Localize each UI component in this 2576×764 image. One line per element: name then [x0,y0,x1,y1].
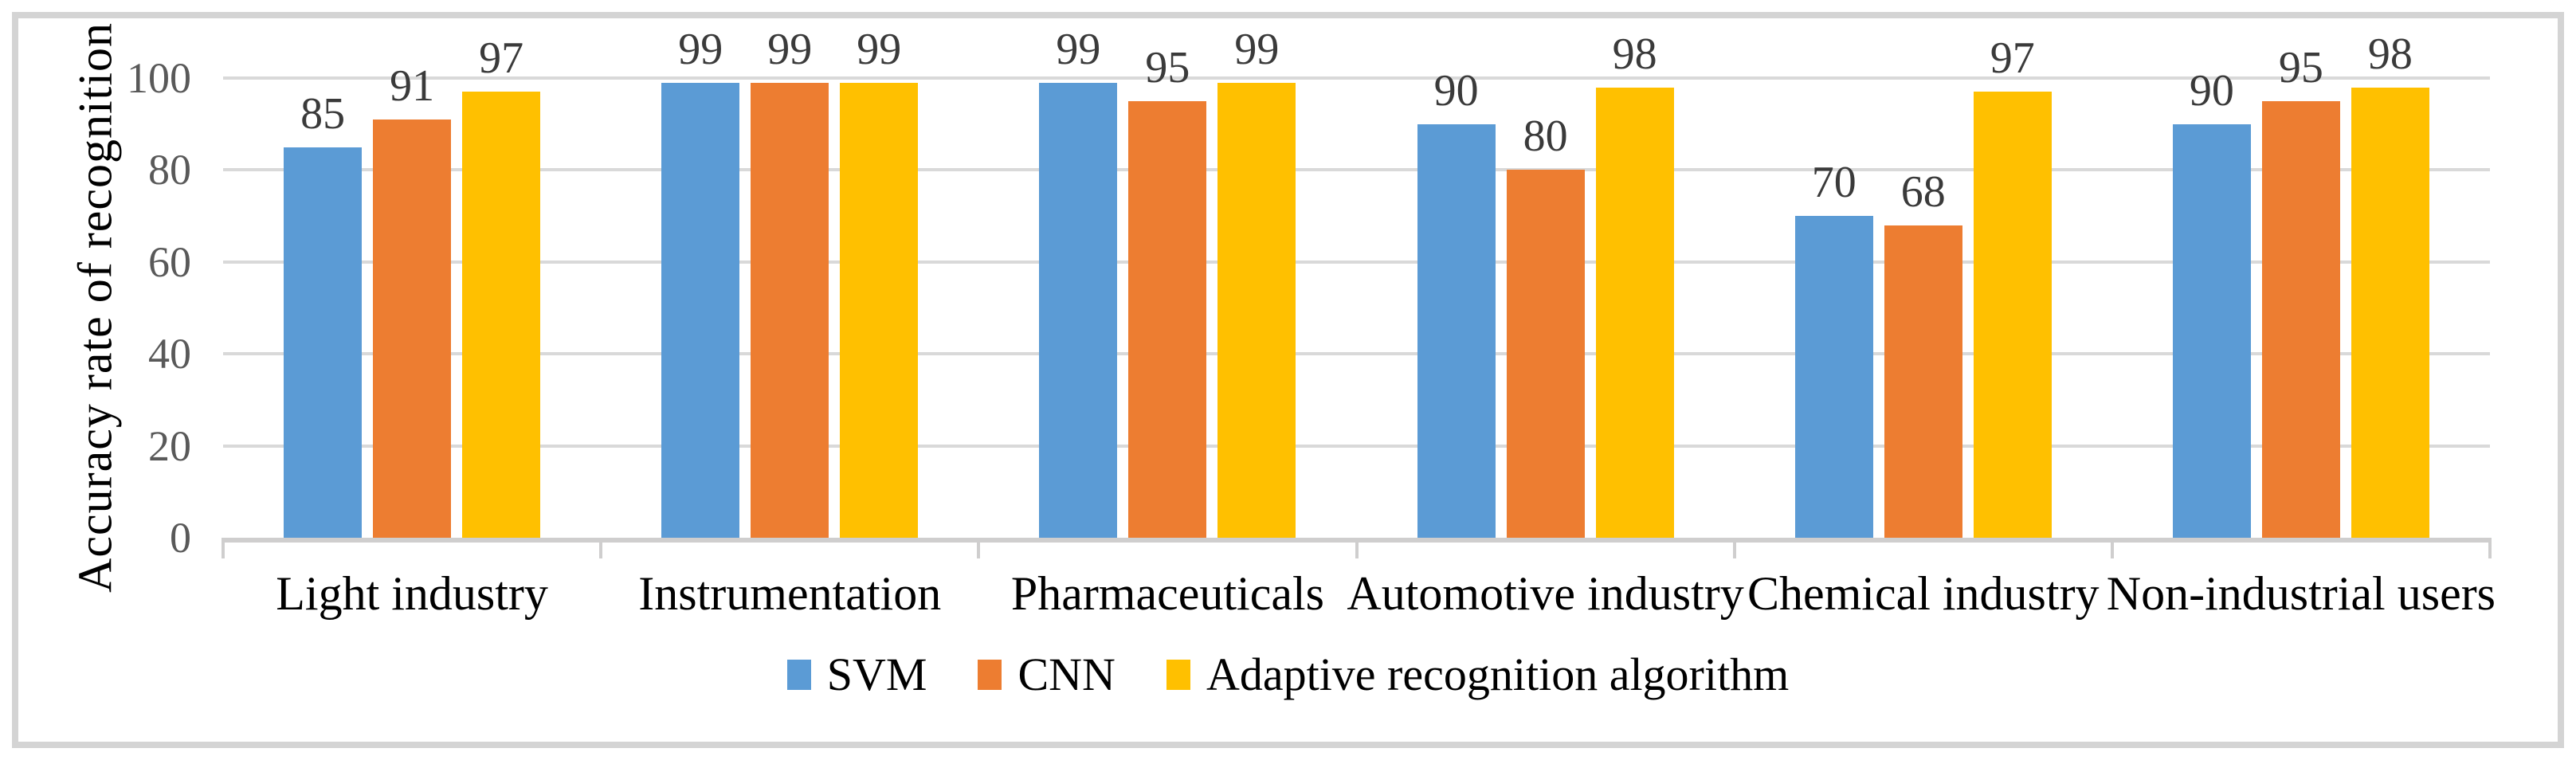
x-category-label: Chemical industry [1747,567,2100,620]
gridline-40 [223,352,2490,356]
bar-value-label: 99 [678,24,723,74]
bar-value-label: 99 [1234,24,1280,74]
x-category-label: Light industry [276,567,548,620]
x-axis-tickmark [2488,538,2492,558]
bar-cnn-4 [1506,170,1585,538]
legend-item-cnn: CNN [978,652,1115,698]
y-tick-label: 0 [170,514,191,562]
bar-svm-2 [661,82,740,538]
gridline-100 [223,76,2490,80]
chart-legend: SVM CNN Adaptive recognition algorithm [0,652,2576,698]
y-tick-label: 40 [148,330,191,378]
legend-item-adaptive-recognition-algorithm: Adaptive recognition algorithm [1166,652,1789,698]
x-axis-tickmark [1355,538,1359,558]
bar-svm-6 [2172,123,2251,538]
bar-value-label: 99 [767,24,813,74]
bar-cnn-1 [373,119,452,538]
x-category-label: Non-industrial users [2106,567,2496,620]
bar-cnn-3 [1128,100,1207,538]
bar-cnn-5 [1884,225,1962,538]
bar-value-label: 70 [1811,158,1857,208]
legend-item-svm: SVM [786,648,927,700]
bar-value-label: 99 [857,24,902,74]
bar-value-label: 90 [1433,65,1479,116]
bar-cnn-2 [751,82,829,538]
bar-value-label: 90 [2189,65,2234,116]
bar-adaptive-recognition-algorithm-6 [2351,87,2429,538]
x-axis-tickmark [222,538,225,558]
bar-cnn-6 [2261,100,2340,538]
bar-value-label: 98 [2367,29,2413,79]
x-axis-tickmark [599,538,603,558]
y-tick-label: 20 [148,421,191,470]
bar-svm-1 [284,147,363,538]
bar-value-label: 98 [1612,29,1657,79]
x-category-label: Instrumentation [638,567,942,620]
bar-value-label: 95 [2278,42,2323,92]
x-category-label: Automotive industry [1347,567,1744,620]
legend-label: SVM [826,648,927,700]
y-axis-title: Accuracy rate of recognition [69,22,122,593]
bar-value-label: 97 [1990,33,2035,84]
gridline-20 [223,444,2490,448]
y-tick-label: 60 [148,237,191,286]
bar-svm-5 [1794,216,1873,538]
bar-adaptive-recognition-algorithm-2 [840,82,919,538]
legend-swatch-icon [1166,660,1190,690]
bar-value-label: 80 [1523,112,1568,162]
x-axis-tickmark [977,538,981,558]
y-tick-label: 100 [127,54,191,102]
legend-swatch-icon [978,660,1002,690]
bar-svm-3 [1039,82,1118,538]
legend-label: CNN [1017,648,1115,700]
gridline-80 [223,168,2490,172]
bar-value-label: 85 [300,88,346,139]
bar-adaptive-recognition-algorithm-4 [1595,87,1674,538]
x-axis-tickmark [1732,538,1736,558]
y-tick-label: 80 [148,146,191,194]
legend-label: Adaptive recognition algorithm [1206,648,1790,700]
bar-value-label: 99 [1056,24,1101,74]
bar-value-label: 97 [479,33,524,84]
bar-value-label: 68 [1900,167,1946,217]
bar-value-label: 95 [1145,42,1190,92]
gridline-60 [223,260,2490,264]
bar-adaptive-recognition-algorithm-3 [1217,82,1296,538]
bar-adaptive-recognition-algorithm-1 [462,92,541,538]
legend-swatch-icon [786,660,811,690]
bar-svm-4 [1417,123,1496,538]
x-axis-tickmark [2110,538,2114,558]
bar-value-label: 91 [390,61,435,111]
bar-adaptive-recognition-algorithm-5 [1973,92,2052,538]
x-category-label: Pharmaceuticals [1010,567,1324,620]
